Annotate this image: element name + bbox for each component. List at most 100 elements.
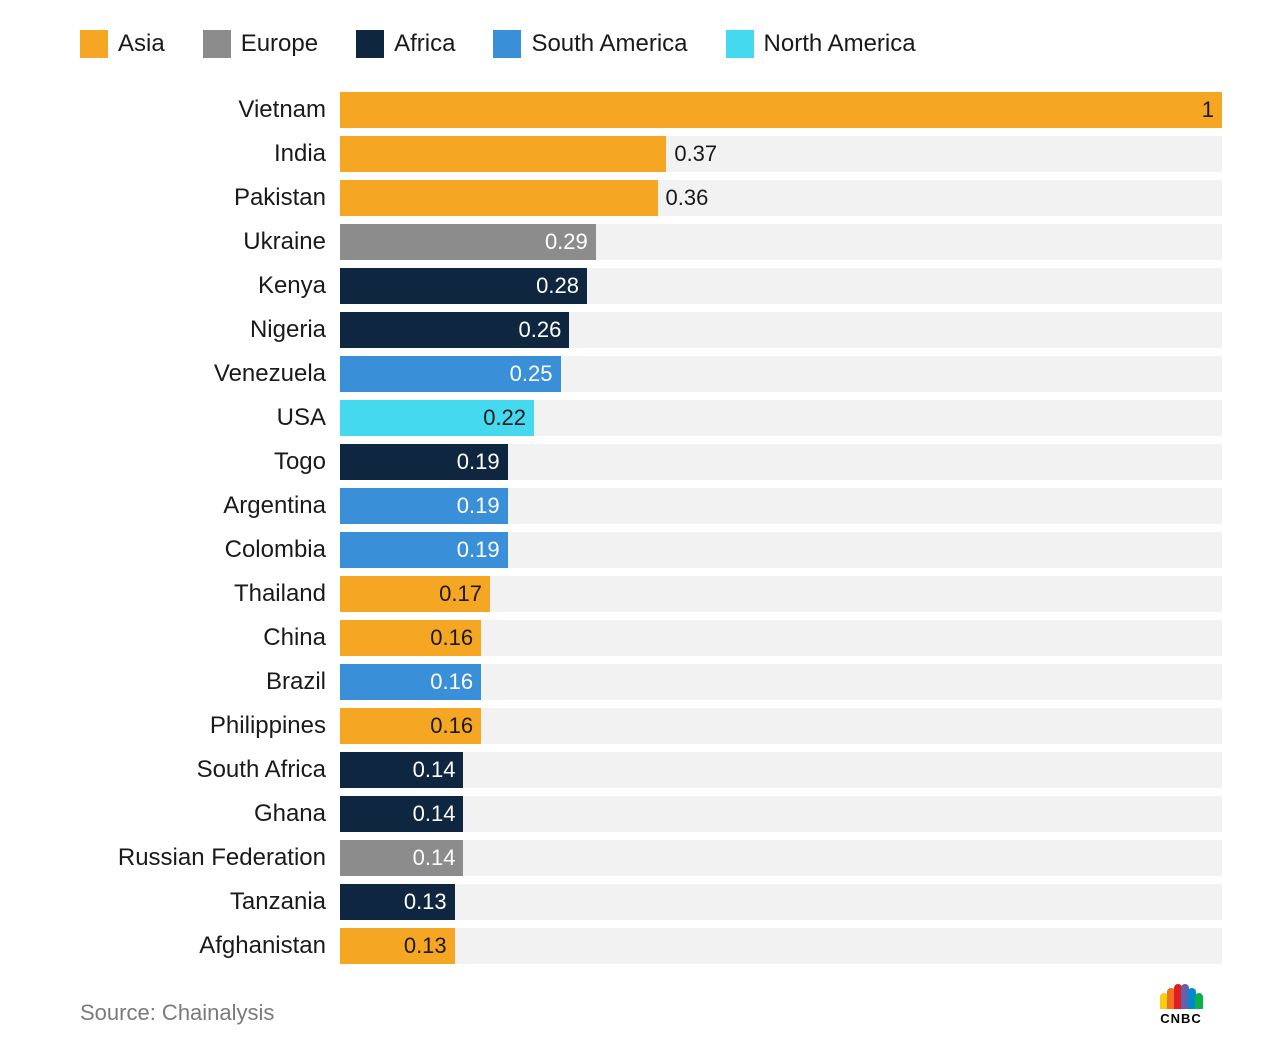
bar-fill: 0.19 xyxy=(340,488,508,524)
bar-row: Ghana0.14 xyxy=(40,792,1222,836)
bar-label: Thailand xyxy=(40,580,340,608)
legend-label: Africa xyxy=(394,30,455,58)
legend-item: Asia xyxy=(80,30,165,58)
bar-fill: 0.13 xyxy=(340,928,455,964)
bar-row: USA 0.22 xyxy=(40,396,1222,440)
bar-row: Thailand 0.17 xyxy=(40,572,1222,616)
cnbc-logo: CNBC xyxy=(1160,983,1202,1026)
bar-row: Philippines 0.16 xyxy=(40,704,1222,748)
bar-label: Togo xyxy=(40,448,340,476)
bar-track: 0.22 xyxy=(340,400,1222,436)
bar-value: 0.22 xyxy=(483,405,526,431)
legend-label: South America xyxy=(531,30,687,58)
bar-value: 0.14 xyxy=(413,757,456,783)
bar-row: Venezuela 0.25 xyxy=(40,352,1222,396)
bar-value: 1 xyxy=(1202,97,1214,123)
bar-label: Colombia xyxy=(40,536,340,564)
bar-value: 0.19 xyxy=(457,449,500,475)
source-label: Source: Chainalysis xyxy=(80,1000,274,1026)
bar-label: Afghanistan xyxy=(40,932,340,960)
bar-label: Ghana xyxy=(40,800,340,828)
bar-fill: 0.22 xyxy=(340,400,534,436)
bar-label: Nigeria xyxy=(40,316,340,344)
bar-row: Nigeria 0.26 xyxy=(40,308,1222,352)
bar-fill: 0.14 xyxy=(340,840,463,876)
bar-track: 0.16 xyxy=(340,664,1222,700)
bar-row: Tanzania 0.13 xyxy=(40,880,1222,924)
bar-fill: 0.16 xyxy=(340,664,481,700)
bar-chart: Vietnam 1 India0.37Pakistan0.36 Ukraine 0.29… xyxy=(40,88,1222,968)
legend-swatch xyxy=(356,30,384,58)
bar-row: Russian Federation0.14 xyxy=(40,836,1222,880)
bar-value: 0.19 xyxy=(457,537,500,563)
bar-label: USA xyxy=(40,404,340,432)
bar-track: 0.36 xyxy=(340,180,1222,216)
bar-track: 0.13 xyxy=(340,884,1222,920)
bar-track: 0.37 xyxy=(340,136,1222,172)
bar-label: Venezuela xyxy=(40,360,340,388)
bar-row: Togo 0.19 xyxy=(40,440,1222,484)
peacock-icon xyxy=(1160,983,1202,1009)
legend-label: North America xyxy=(764,30,916,58)
legend-item: Africa xyxy=(356,30,455,58)
bar-fill: 0.28 xyxy=(340,268,587,304)
bar-row: Vietnam 1 xyxy=(40,88,1222,132)
bar-label: Argentina xyxy=(40,492,340,520)
bar-track: 0.25 xyxy=(340,356,1222,392)
bar-row: Pakistan0.36 xyxy=(40,176,1222,220)
legend-swatch xyxy=(726,30,754,58)
bar-track: 0.13 xyxy=(340,928,1222,964)
bar-row: Afghanistan 0.13 xyxy=(40,924,1222,968)
bar-value: 0.25 xyxy=(510,361,553,387)
bar-value: 0.28 xyxy=(536,273,579,299)
bar-track: 0.26 xyxy=(340,312,1222,348)
bar-label: Brazil xyxy=(40,668,340,696)
bar-fill: 0.19 xyxy=(340,532,508,568)
bar-fill: 0.37 xyxy=(340,136,666,172)
bar-label: Russian Federation xyxy=(40,844,340,872)
bar-value: 0.16 xyxy=(430,669,473,695)
bar-value: 0.26 xyxy=(518,317,561,343)
legend-swatch xyxy=(80,30,108,58)
bar-fill: 0.36 xyxy=(340,180,658,216)
bar-track: 1 xyxy=(340,92,1222,128)
bar-fill: 1 xyxy=(340,92,1222,128)
bar-row: Kenya0.28 xyxy=(40,264,1222,308)
bar-fill: 0.25 xyxy=(340,356,561,392)
legend-label: Asia xyxy=(118,30,165,58)
bar-label: Philippines xyxy=(40,712,340,740)
bar-fill: 0.26 xyxy=(340,312,569,348)
bar-fill: 0.14 xyxy=(340,752,463,788)
bar-track: 0.19 xyxy=(340,444,1222,480)
bar-label: Tanzania xyxy=(40,888,340,916)
bar-value: 0.16 xyxy=(430,713,473,739)
bar-track: 0.19 xyxy=(340,532,1222,568)
bar-value: 0.13 xyxy=(404,933,447,959)
bar-fill: 0.13 xyxy=(340,884,455,920)
bar-fill: 0.16 xyxy=(340,620,481,656)
bar-row: Argentina 0.19 xyxy=(40,484,1222,528)
bar-track: 0.14 xyxy=(340,796,1222,832)
bar-track: 0.19 xyxy=(340,488,1222,524)
bar-value: 0.13 xyxy=(404,889,447,915)
legend-item: Europe xyxy=(203,30,318,58)
chart-legend: Asia Europe Africa South America North Ameri… xyxy=(80,30,1222,58)
bar-row: China0.16 xyxy=(40,616,1222,660)
bar-fill: 0.16 xyxy=(340,708,481,744)
bar-track: 0.14 xyxy=(340,752,1222,788)
bar-value: 0.29 xyxy=(545,229,588,255)
legend-swatch xyxy=(203,30,231,58)
bar-row: Ukraine 0.29 xyxy=(40,220,1222,264)
bar-row: Colombia 0.19 xyxy=(40,528,1222,572)
bar-track: 0.16 xyxy=(340,708,1222,744)
bar-fill: 0.29 xyxy=(340,224,596,260)
legend-item: North America xyxy=(726,30,916,58)
bar-value: 0.19 xyxy=(457,493,500,519)
bar-value: 0.17 xyxy=(439,581,482,607)
bar-row: India0.37 xyxy=(40,132,1222,176)
bar-label: Ukraine xyxy=(40,228,340,256)
chart-footer: Source: Chainalysis CNBC xyxy=(80,983,1202,1026)
bar-label: China xyxy=(40,624,340,652)
bar-fill: 0.19 xyxy=(340,444,508,480)
bar-label: Vietnam xyxy=(40,96,340,124)
